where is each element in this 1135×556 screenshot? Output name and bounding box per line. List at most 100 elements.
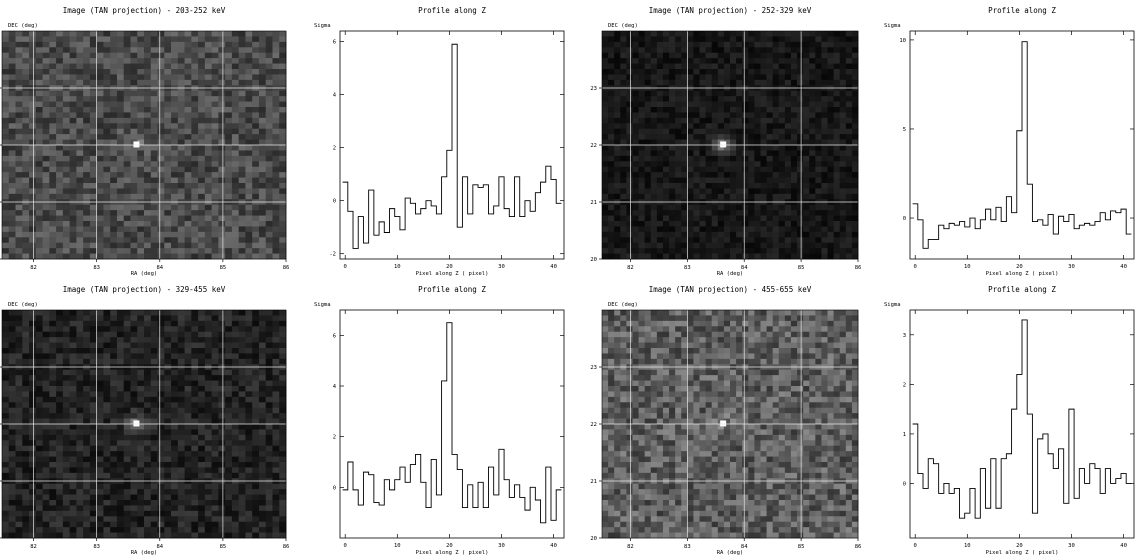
sky-pixel bbox=[231, 429, 240, 436]
sky-pixel bbox=[62, 413, 71, 419]
sky-pixel bbox=[198, 31, 206, 37]
sky-pixel bbox=[130, 41, 138, 48]
sky-pixel bbox=[177, 188, 185, 195]
sky-pixel bbox=[184, 386, 192, 392]
sky-pixel bbox=[171, 58, 179, 64]
sky-pixel bbox=[110, 161, 118, 168]
sky-pixel bbox=[699, 63, 707, 70]
sky-pixel bbox=[171, 380, 179, 387]
sky-pixel bbox=[171, 467, 179, 474]
sky-pixel bbox=[620, 52, 627, 59]
sky-pixel bbox=[650, 107, 658, 113]
sky-pixel bbox=[157, 348, 165, 354]
sky-pixel bbox=[171, 69, 179, 75]
sky-pixel bbox=[42, 337, 50, 343]
sky-pixel bbox=[614, 161, 621, 168]
sky-pixel bbox=[687, 139, 694, 146]
sky-pixel bbox=[137, 413, 145, 419]
sky-pixel bbox=[797, 117, 804, 124]
sky-pixel bbox=[279, 58, 287, 64]
sky-pixel bbox=[76, 451, 84, 457]
sky-pixel bbox=[157, 58, 165, 64]
sky-pixel bbox=[669, 139, 676, 146]
sky-pixel bbox=[742, 210, 749, 216]
sky-pixel bbox=[103, 445, 111, 452]
sky-pixel bbox=[748, 36, 755, 43]
sky-pixel bbox=[245, 429, 253, 436]
sky-pixel bbox=[157, 462, 165, 468]
sky-pixel bbox=[56, 402, 64, 409]
sky-pixel bbox=[252, 451, 260, 457]
sky-pixel bbox=[83, 204, 91, 211]
sky-pixel bbox=[815, 204, 822, 211]
sky-pixel bbox=[177, 139, 185, 146]
sky-pixel bbox=[252, 369, 260, 376]
sky-pixel bbox=[742, 123, 749, 130]
sky-pixel bbox=[96, 253, 104, 260]
sky-pixel bbox=[103, 52, 111, 59]
sky-pixel bbox=[258, 58, 267, 64]
sky-pixel bbox=[137, 391, 145, 398]
sky-pixel bbox=[265, 391, 273, 398]
sky-pixel bbox=[772, 117, 780, 124]
sky-pixel bbox=[56, 161, 64, 168]
sky-pixel bbox=[164, 326, 172, 333]
sky-pixel bbox=[669, 172, 676, 178]
sky-pixel bbox=[699, 79, 707, 86]
sky-pixel bbox=[83, 123, 91, 130]
y-tick-label: 20 bbox=[590, 257, 597, 263]
sky-pixel bbox=[608, 150, 615, 157]
sky-pixel bbox=[2, 396, 10, 403]
sky-pixel bbox=[8, 79, 16, 86]
sky-pixel bbox=[218, 74, 226, 81]
sky-pixel bbox=[49, 145, 57, 151]
sky-pixel bbox=[8, 369, 16, 376]
sky-pixel bbox=[69, 380, 77, 387]
sky-pixel bbox=[83, 36, 91, 43]
sky-pixel bbox=[56, 63, 64, 70]
sky-pixel bbox=[103, 155, 111, 162]
sky-pixel bbox=[626, 248, 633, 254]
sky-pixel bbox=[662, 74, 670, 81]
sky-pixel bbox=[164, 47, 172, 54]
panel-title: Profile along Z bbox=[418, 6, 486, 15]
sky-pixel bbox=[245, 139, 253, 146]
sky-pixel bbox=[211, 326, 219, 333]
sky-pixel bbox=[96, 79, 104, 86]
sky-pixel bbox=[211, 248, 219, 254]
sky-pixel bbox=[137, 107, 145, 113]
sky-pixel bbox=[15, 315, 23, 322]
sky-pixel bbox=[638, 155, 646, 162]
sky-pixel bbox=[821, 237, 828, 244]
sky-pixel bbox=[851, 204, 859, 211]
sky-pixel bbox=[238, 221, 246, 227]
sky-pixel bbox=[29, 369, 37, 376]
sky-pixel bbox=[191, 58, 199, 64]
sky-pixel bbox=[754, 210, 761, 216]
sky-pixel bbox=[279, 166, 287, 173]
sky-pixel bbox=[177, 221, 185, 227]
sky-pixel bbox=[231, 221, 240, 227]
sky-pixel bbox=[103, 413, 111, 419]
sky-pixel bbox=[56, 434, 64, 441]
sky-pixel bbox=[137, 90, 145, 97]
sky-pixel bbox=[15, 41, 23, 48]
sky-pixel bbox=[626, 226, 633, 233]
sky-pixel bbox=[15, 52, 23, 59]
sky-pixel bbox=[218, 342, 226, 349]
sky-pixel bbox=[150, 150, 158, 157]
sky-pixel bbox=[252, 320, 260, 327]
sky-pixel bbox=[8, 326, 16, 333]
sky-pixel bbox=[83, 112, 91, 119]
sky-pixel bbox=[8, 413, 16, 419]
sky-pixel bbox=[89, 215, 98, 222]
sky-pixel bbox=[171, 440, 179, 447]
x-tick-label: 84 bbox=[156, 265, 163, 271]
sky-pixel bbox=[116, 79, 125, 86]
sky-pixel bbox=[760, 237, 767, 244]
sky-pixel bbox=[110, 434, 118, 441]
sky-pixel bbox=[157, 145, 165, 151]
sky-pixel bbox=[137, 96, 145, 102]
sky-pixel bbox=[772, 155, 780, 162]
sky-pixel bbox=[22, 331, 30, 338]
